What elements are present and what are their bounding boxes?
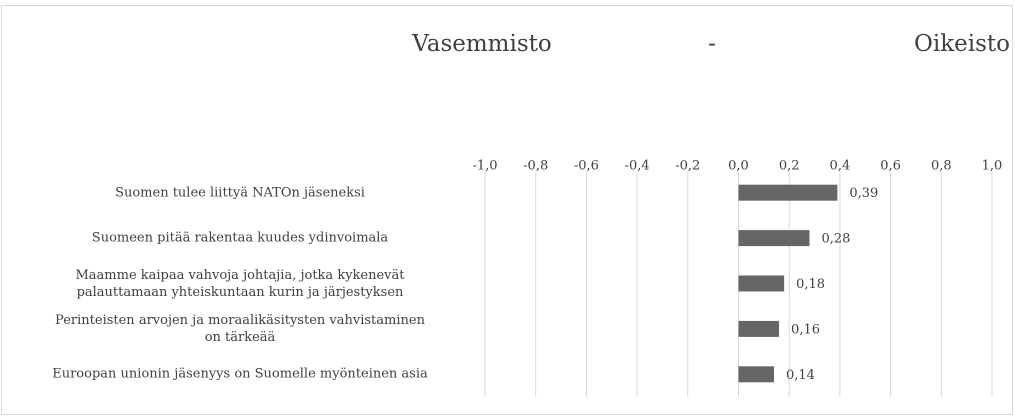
value-label: 0,14 — [786, 368, 815, 383]
value-label: 0,16 — [791, 322, 820, 337]
x-tick-label: -0,2 — [675, 159, 700, 174]
x-tick-label: 1,0 — [982, 159, 1003, 174]
x-tick-label: 0,0 — [728, 159, 749, 174]
category-label: Suomen tulee liittyä NATOn jäseneksi — [115, 185, 365, 201]
x-tick-label: 0,8 — [931, 159, 952, 174]
category-label: Suomeen pitää rakentaa kuudes ydinvoimal… — [91, 230, 389, 246]
bar — [738, 230, 810, 247]
x-tick-label: -1,0 — [472, 159, 497, 174]
chart-border — [1, 5, 1013, 415]
value-label: 0,39 — [849, 186, 878, 201]
bar — [738, 366, 774, 383]
x-tick-label: -0,8 — [523, 159, 548, 174]
x-tick-label: 0,2 — [779, 159, 800, 174]
bar — [738, 184, 838, 201]
chart-title: Vasemmisto — [411, 31, 552, 57]
category-label: Euroopan unionin jäsenyys on Suomelle my… — [52, 366, 428, 382]
chart-title: Oikeisto — [914, 31, 1010, 57]
value-label: 0,28 — [821, 232, 850, 247]
bar — [738, 320, 780, 337]
chart-title: - — [708, 31, 716, 57]
value-label: 0,18 — [796, 277, 825, 292]
x-tick-label: 0,6 — [880, 159, 901, 174]
bar — [738, 275, 785, 292]
x-tick-label: -0,4 — [625, 159, 650, 174]
category-label: Perinteisten arvojen ja moraalikäsityste… — [55, 312, 425, 345]
x-tick-label: -0,6 — [574, 159, 599, 174]
category-label: Maamme kaipaa vahvoja johtajia, jotka ky… — [75, 267, 405, 300]
x-tick-label: 0,4 — [830, 159, 851, 174]
